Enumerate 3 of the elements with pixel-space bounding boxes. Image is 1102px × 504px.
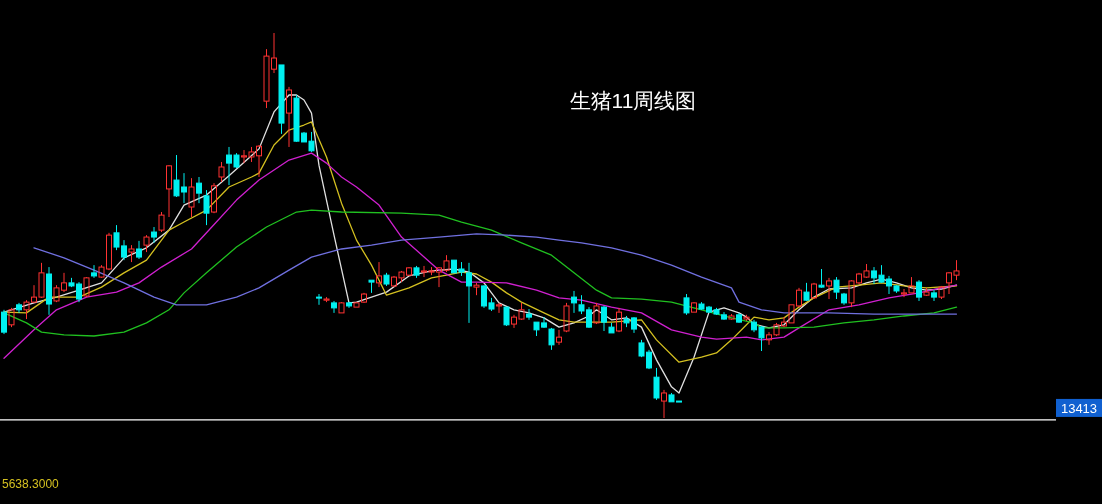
text: 生猪11周线图 (569, 89, 697, 112)
text: 5638.3000 (2, 477, 60, 491)
text: 13413 (1060, 400, 1098, 416)
